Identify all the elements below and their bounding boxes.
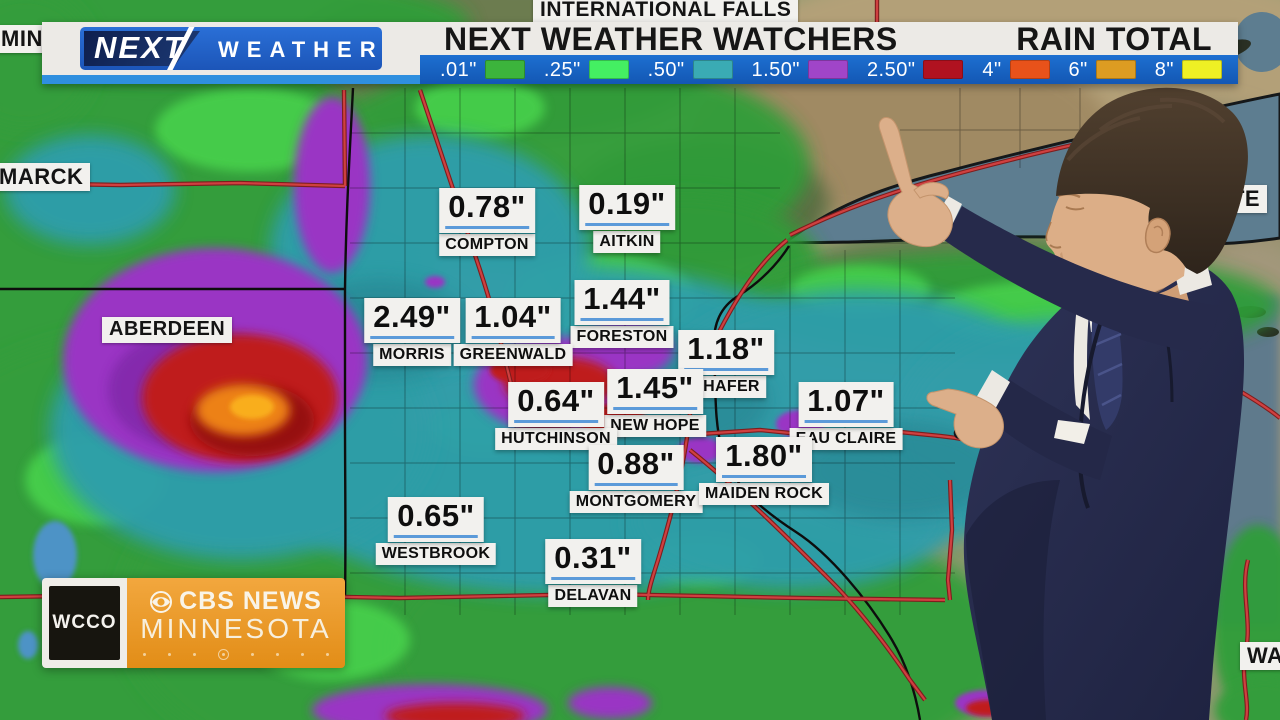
station-name: NEW HOPE bbox=[604, 414, 706, 438]
legend-color-swatch bbox=[1181, 60, 1222, 79]
rain-total-value: 0.19" bbox=[579, 185, 675, 230]
banner-logo-section: NEXT WEATHER bbox=[42, 22, 420, 84]
station-name: GREENWALD bbox=[453, 343, 573, 367]
legend-label: 2.50" bbox=[866, 58, 916, 81]
wcco-box: WCCO bbox=[49, 586, 120, 660]
legend-label: 1.50" bbox=[751, 58, 801, 81]
rain-total-station: 0.64" HUTCHINSON bbox=[495, 382, 617, 451]
cbs-news-text: CBS NEWS bbox=[179, 587, 322, 615]
rain-total-station: 1.04" GREENWALD bbox=[453, 298, 573, 367]
station-name: COMPTON bbox=[439, 233, 535, 257]
legend-color-swatch bbox=[692, 60, 733, 79]
banner-right-title: RAIN TOTAL bbox=[1016, 20, 1212, 57]
station-name: AITKIN bbox=[593, 230, 661, 254]
rain-total-value: 1.18" bbox=[678, 330, 774, 375]
legend-color-swatch bbox=[1095, 60, 1136, 79]
map-city-label: ABERDEEN bbox=[102, 317, 233, 343]
station-name: SHAFER bbox=[686, 375, 766, 399]
rain-total-value: 0.78" bbox=[439, 188, 535, 233]
cbs-orange-panel: CBS NEWS MINNESOTA bbox=[127, 578, 345, 668]
station-name: HUTCHINSON bbox=[495, 427, 617, 451]
legend-item: .01" bbox=[440, 60, 525, 80]
legend-item: 1.50" bbox=[751, 58, 849, 81]
legend-item: 4" bbox=[982, 58, 1050, 81]
station-name: EAU CLAIRE bbox=[789, 427, 903, 451]
rain-total-value: 1.07" bbox=[798, 382, 894, 427]
legend-label: .01" bbox=[440, 58, 477, 81]
legend-item: .25" bbox=[544, 60, 629, 80]
radar-orange bbox=[196, 384, 290, 436]
rain-total-station: 0.65" WESTBROOK bbox=[375, 497, 497, 566]
station-name: MORRIS bbox=[373, 343, 451, 367]
legend-color-swatch bbox=[1009, 60, 1050, 79]
map-city-label: INTERNATIONAL FALLS bbox=[533, 0, 799, 25]
rain-total-station: 2.49" MORRIS bbox=[364, 298, 460, 367]
lake-corner bbox=[1234, 12, 1280, 72]
legend-color-swatch bbox=[484, 60, 525, 79]
rain-total-station: 1.18" SHAFER bbox=[678, 330, 774, 399]
banner-title-row: NEXT WEATHER WATCHERS RAIN TOTAL bbox=[420, 22, 1238, 55]
rain-total-station: 0.88" MONTGOMERY bbox=[569, 445, 703, 514]
cbs-eye-icon bbox=[150, 590, 173, 613]
rain-total-station: 1.44" FORESTON bbox=[570, 280, 674, 349]
banner-title-section: NEXT WEATHER WATCHERS RAIN TOTAL .01" .2… bbox=[420, 22, 1238, 84]
legend-label: 4" bbox=[982, 58, 1002, 81]
cbs-region-text: MINNESOTA bbox=[140, 613, 332, 644]
wcco-station-text: WCCO bbox=[52, 612, 117, 633]
next-weather-logo: NEXT WEATHER bbox=[80, 27, 382, 70]
legend-item: .50" bbox=[648, 60, 733, 80]
legend-color-swatch bbox=[923, 60, 964, 79]
rain-total-value: 2.49" bbox=[364, 298, 460, 343]
station-name: WESTBROOK bbox=[375, 542, 497, 566]
banner-title: NEXT WEATHER WATCHERS bbox=[444, 20, 898, 57]
logo-weather-text: WEATHER bbox=[218, 37, 382, 62]
legend-item: 8" bbox=[1155, 60, 1222, 80]
rain-total-value: 1.80" bbox=[716, 437, 812, 482]
rain-total-value: 0.88" bbox=[588, 445, 684, 490]
legend-color-swatch bbox=[808, 60, 849, 79]
cbs-news-row: CBS NEWS bbox=[150, 589, 322, 614]
legend-item: 2.50" bbox=[867, 60, 964, 80]
rain-total-station: 1.45" NEW HOPE bbox=[604, 369, 706, 438]
legend-label: .50" bbox=[647, 58, 685, 81]
legend-item: 6" bbox=[1069, 60, 1136, 80]
rain-total-value: 0.65" bbox=[388, 497, 484, 542]
legend-label: 8" bbox=[1154, 58, 1174, 81]
station-name: MONTGOMERY bbox=[569, 490, 703, 514]
rain-total-value: 0.64" bbox=[508, 382, 604, 427]
station-name: FORESTON bbox=[570, 325, 674, 349]
next-weather-banner: NEXT WEATHER NEXT WEATHER WATCHERS RAIN … bbox=[42, 22, 1238, 84]
logo-next-text: NEXT bbox=[94, 30, 185, 65]
rain-total-value: 1.44" bbox=[574, 280, 670, 325]
station-name: DELAVAN bbox=[548, 584, 638, 608]
legend-color-swatch bbox=[588, 60, 629, 79]
cbs-news-minnesota-bug: WCCO CBS NEWS MINNESOTA bbox=[42, 578, 345, 668]
rain-total-station: 1.07" EAU CLAIRE bbox=[789, 382, 903, 451]
rain-total-station: 0.19" AITKIN bbox=[579, 185, 675, 254]
legend-label: 6" bbox=[1068, 58, 1088, 81]
rain-total-value: 0.31" bbox=[545, 539, 641, 584]
rain-total-station: 0.31" DELAVAN bbox=[545, 539, 641, 608]
station-name: MAIDEN ROCK bbox=[699, 482, 829, 506]
rain-total-value: 1.04" bbox=[465, 298, 561, 343]
legend-label: .25" bbox=[543, 58, 581, 81]
map-city-label: MARCK bbox=[0, 163, 91, 192]
rain-total-value: 1.45" bbox=[607, 369, 703, 414]
rain-total-station: 1.80" MAIDEN ROCK bbox=[699, 437, 829, 506]
map-city-label: WAU bbox=[1240, 642, 1280, 671]
wcco-frame: WCCO bbox=[42, 578, 127, 668]
rain-total-station: 0.78" COMPTON bbox=[439, 188, 535, 257]
pagination-dots bbox=[143, 649, 329, 660]
rain-total-legend: .01" .25" .50" 1.50" bbox=[420, 55, 1238, 84]
